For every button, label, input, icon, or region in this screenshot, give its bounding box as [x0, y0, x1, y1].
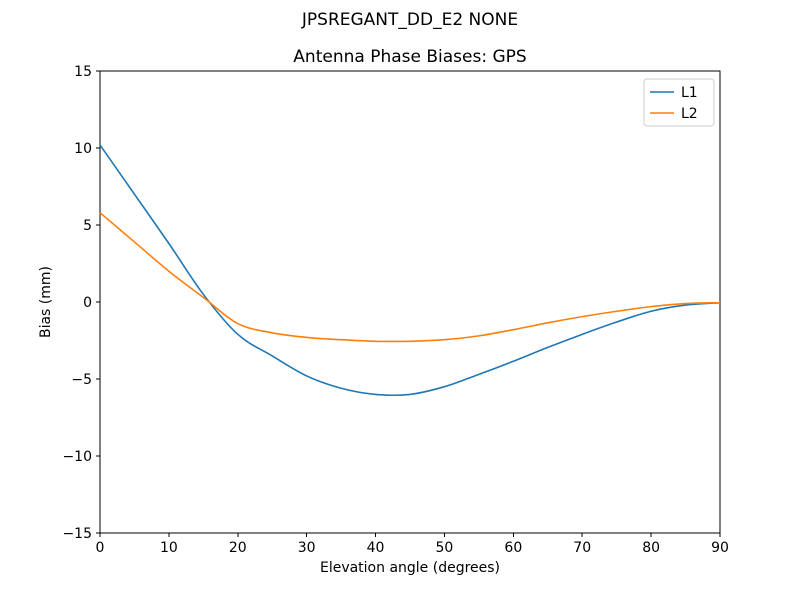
axes-title: Antenna Phase Biases: GPS [293, 47, 526, 67]
y-axis-ticks: 15 10 5 0 −5 −10 −15 [62, 64, 100, 542]
x-tick-label: 70 [573, 540, 591, 556]
y-tick-label: −15 [62, 526, 92, 542]
x-axis-label: Elevation angle (degrees) [320, 560, 500, 576]
plot-area-border [99, 70, 721, 534]
x-tick-label: 80 [642, 540, 660, 556]
y-tick-label: 15 [74, 64, 92, 80]
series-lines [99, 144, 721, 397]
legend-box [643, 78, 715, 127]
x-tick-label: 40 [367, 540, 385, 556]
y-tick-label: −10 [62, 449, 92, 465]
x-tick-label: 20 [229, 540, 247, 556]
x-axis-ticks: 0 10 20 30 40 50 60 70 80 90 [96, 533, 729, 556]
legend-label-l2: L2 [681, 106, 698, 122]
x-tick-label: 60 [504, 540, 522, 556]
legend-label-l1: L1 [681, 85, 698, 101]
y-tick-label: −5 [71, 372, 92, 388]
x-tick-label: 30 [298, 540, 316, 556]
x-tick-label: 0 [96, 540, 105, 556]
x-tick-label: 50 [436, 540, 454, 556]
y-tick-label: 10 [74, 141, 92, 157]
y-tick-label: 5 [83, 218, 92, 234]
y-axis-label: Bias (mm) [38, 266, 54, 338]
series-line-l2 [99, 212, 721, 343]
x-tick-label: 10 [160, 540, 178, 556]
series-line-l1 [99, 144, 721, 397]
figure-title: JPSREGANT_DD_E2 NONE [301, 10, 518, 30]
y-tick-label: 0 [83, 295, 92, 311]
x-tick-label: 90 [711, 540, 729, 556]
